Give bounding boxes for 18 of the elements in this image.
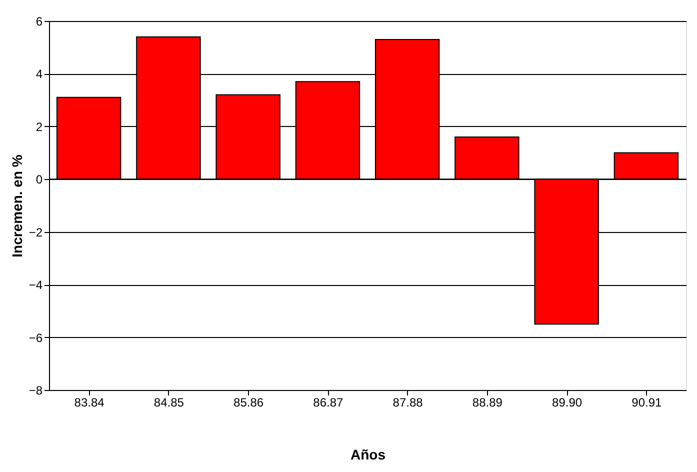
y-tick-label: 2 [36,120,43,134]
y-tick-label: 0 [36,172,43,187]
x-tick-label: 86.87 [313,396,344,410]
y-tick-label: 6 [36,14,43,28]
y-tick-label: −4 [28,278,43,292]
x-tick-label: 85.86 [234,396,264,410]
y-axis-title: Incremen. en % [8,154,25,258]
x-tick-label: 83.84 [74,396,105,410]
x-tick-label: 89.90 [552,396,582,410]
y-tick-label: 4 [36,67,43,82]
x-tick-label: 84.85 [154,396,184,410]
y-tick-label: −6 [28,330,43,345]
y-tick-label: −2 [28,225,43,240]
x-axis-title: Años [350,446,386,462]
x-tick-label: 88.89 [472,396,503,410]
y-tick-label: −8 [28,384,43,398]
x-tick-label: 90.91 [632,396,662,410]
x-tick-label: 87.88 [392,396,424,410]
